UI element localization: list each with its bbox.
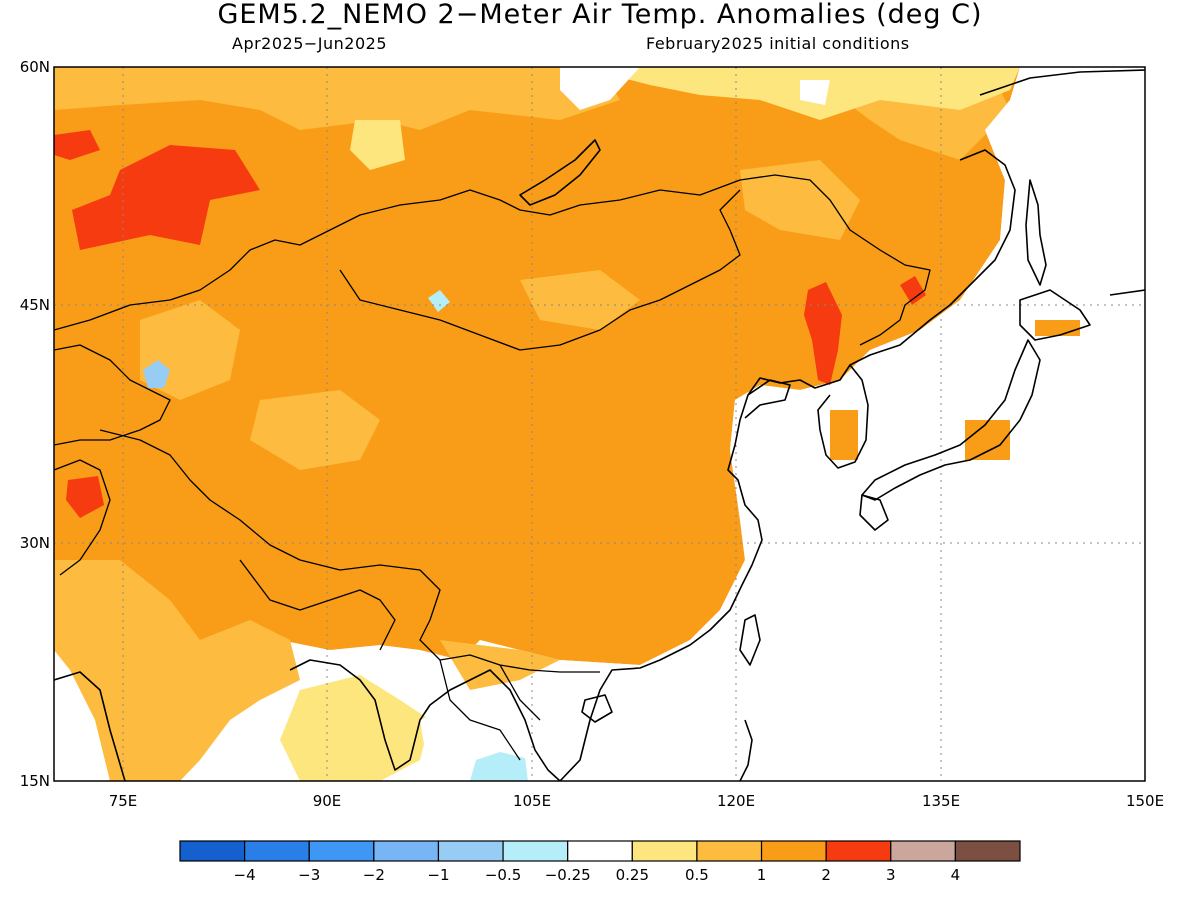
forecast-period: Apr2025−Jun2025 — [232, 34, 388, 53]
colorbar-swatch — [890, 840, 956, 862]
colorbar-label: 3 — [886, 866, 896, 884]
colorbar-swatch — [760, 840, 827, 862]
border-mongolia-china — [339, 189, 741, 351]
lat-label: 45N — [20, 296, 50, 314]
near-zero-patch — [800, 80, 830, 105]
near-zero-patch — [560, 67, 640, 110]
coastline-japan-honshu — [861, 339, 1041, 501]
colorbar-swatch — [373, 840, 440, 862]
anomaly-fill-2-to-3 — [54, 130, 100, 160]
anomaly-fill-0.25-to-0.5 — [350, 120, 405, 170]
anomaly-fill-2-to-3 — [72, 145, 260, 250]
anomaly-fill-neg-1-to-neg-0.5 — [143, 360, 170, 388]
colorbar-swatch — [179, 840, 246, 862]
colorbar-swatch — [244, 840, 310, 862]
lon-label: 90E — [313, 792, 342, 810]
lat-label: 60N — [20, 58, 50, 76]
colorbar-swatch — [437, 840, 504, 862]
colorbar-label: 1 — [757, 866, 767, 884]
colorbar-label: −1 — [427, 866, 449, 884]
colorbar-swatch — [825, 840, 892, 862]
colorbar-label: −2 — [363, 866, 385, 884]
border-southeast-asia — [439, 659, 541, 761]
colorbar-label: 4 — [951, 866, 961, 884]
colorbar-label: 0.5 — [685, 866, 709, 884]
colorbar-swatch — [567, 840, 633, 862]
colorbar-swatch — [308, 840, 375, 862]
anomaly-fill-1-to-2 — [830, 410, 858, 460]
coastline-philippines — [739, 719, 753, 781]
coastline-hainan — [581, 694, 613, 723]
coastline-korea — [817, 364, 869, 469]
anomaly-fill-0.5-to-1 — [54, 560, 300, 781]
colorbar-label: −3 — [298, 866, 320, 884]
graticule — [54, 67, 1145, 781]
lon-label: 150E — [1126, 792, 1164, 810]
colorbar-label: −0.25 — [545, 866, 591, 884]
map-title: GEM5.2_NEMO 2−Meter Air Temp. Anomalies … — [217, 0, 983, 30]
coastline — [559, 69, 1145, 781]
lon-label: 105E — [513, 792, 551, 810]
anomaly-fill-2-to-3 — [66, 476, 104, 518]
anomaly-fill-2-to-3 — [804, 282, 842, 385]
initial-conditions: February2025 initial conditions — [646, 34, 910, 53]
anomaly-fill-0.5-to-1 — [740, 160, 860, 240]
border-south-asia — [54, 459, 396, 651]
anomaly-fill-1-to-2 — [54, 67, 1020, 781]
anomaly-fill-2-to-3 — [900, 276, 926, 305]
colorbar-swatch — [954, 840, 1021, 862]
colorbar-label: −0.5 — [485, 866, 521, 884]
lat-labels: 60N 45N 30N 15N — [20, 58, 50, 790]
anomaly-fill-1-to-2 — [965, 420, 1010, 460]
ocean-unshaded — [420, 67, 1145, 781]
lat-label: 15N — [20, 772, 50, 790]
coastline-bohai — [744, 379, 791, 419]
coastline-japan-hokkaido — [1019, 289, 1091, 341]
coastline-taiwan — [739, 614, 761, 666]
lon-label: 135E — [922, 792, 960, 810]
colorbar-label: −4 — [234, 866, 256, 884]
coastline-sakhalin — [1025, 179, 1047, 286]
lon-label: 120E — [717, 792, 755, 810]
anomaly-fill-0.5-to-1 — [250, 390, 380, 470]
coastline-kamchatka — [1109, 289, 1145, 296]
border-central-asia — [54, 344, 171, 446]
lon-labels: 75E 90E 105E 120E 135E 150E — [109, 792, 1164, 810]
lat-label: 30N — [20, 534, 50, 552]
colorbar-swatch — [696, 840, 763, 862]
anomaly-fill-1-to-2 — [1035, 320, 1080, 336]
colorbar-label: 2 — [821, 866, 831, 884]
coastline-japan-kyushu — [859, 494, 889, 531]
lon-label: 75E — [109, 792, 138, 810]
colorbar-swatch — [631, 840, 698, 862]
anomaly-fill-0.5-to-1 — [520, 270, 640, 330]
anomaly-fill-0.25-to-0.5 — [280, 675, 430, 781]
coastline-south-asia — [54, 659, 561, 781]
anomaly-fill-neg-0.5-to-neg-0.25 — [470, 752, 528, 781]
anomaly-fill-neg-0.5-to-neg-0.25 — [428, 290, 450, 312]
border-china-south — [99, 429, 600, 673]
anomaly-fill-0.5-to-1 — [54, 67, 620, 130]
colorbar-swatch — [502, 840, 569, 862]
anomaly-field — [54, 67, 1145, 781]
colorbar: −4 −3 −2 −1 −0.5 −0.25 0.25 0.5 1 2 3 4 — [179, 840, 1021, 884]
lake-baikal — [519, 139, 601, 206]
colorbar-label: 0.25 — [616, 866, 649, 884]
map-frame — [53, 66, 1146, 782]
border-russia-mongolia-china — [54, 174, 931, 346]
